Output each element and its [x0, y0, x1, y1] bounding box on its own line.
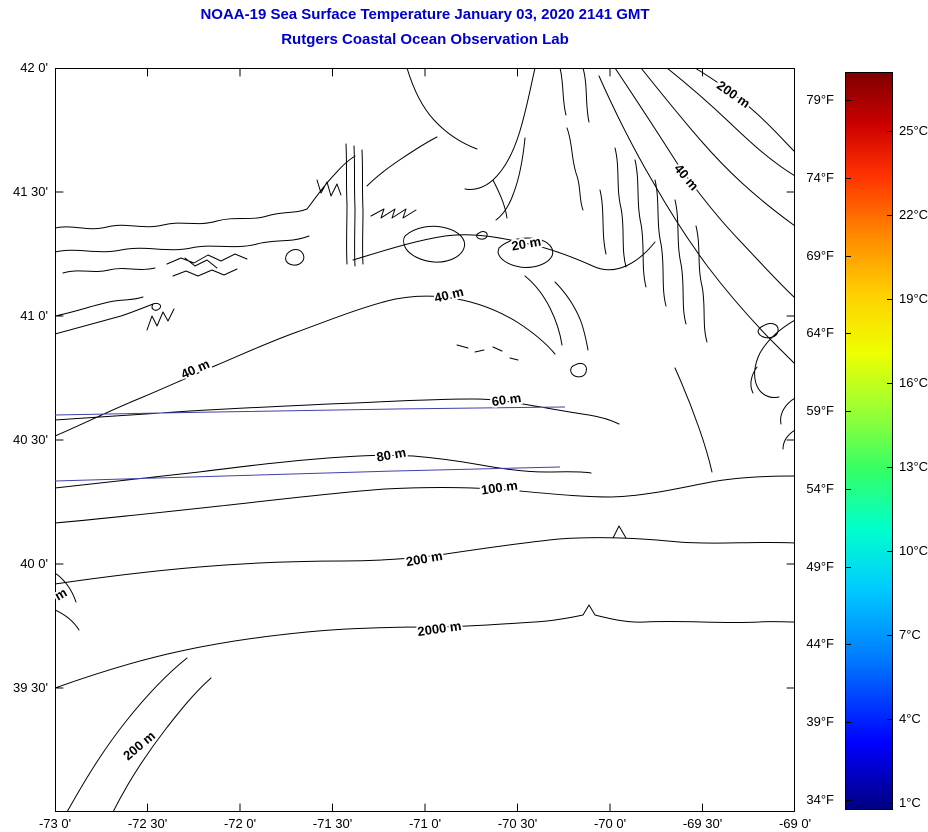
contour-labels-group: 200 m 40 m 20 m 40 m 40 m 60 m 80 m 100 m 200 m 2… — [55, 76, 755, 766]
colorbar-fahrenheit-label: 69°F — [806, 247, 834, 263]
contour-label-40m: 40 m — [671, 161, 702, 193]
x-tick-label: -69 30' — [682, 816, 723, 831]
contour-label-80m: 80 m — [375, 445, 407, 465]
y-tick-label: 40 0' — [20, 556, 48, 571]
contour-label-40m: 40 m — [179, 356, 212, 382]
y-tick-label: 41 30' — [12, 184, 48, 199]
transect-line-south — [55, 466, 561, 482]
hudson-canyon-contours — [55, 572, 212, 812]
colorbar-fahrenheit-label: 39°F — [806, 714, 834, 730]
colorbar-tick-left — [846, 411, 851, 413]
colorbar-tick-left — [846, 100, 851, 101]
contour-40m-line — [55, 295, 556, 437]
colorbar-tick-right — [887, 467, 892, 468]
colorbar-celsius-label: 7°C — [899, 627, 921, 642]
contour-label-20m: 20 m — [510, 234, 542, 254]
contour-60m-line — [55, 398, 620, 425]
figure-title: NOAA-19 Sea Surface Temperature January … — [200, 6, 650, 23]
colorbar-tick-right — [887, 803, 892, 804]
x-tick-label: -70 0' — [593, 816, 627, 831]
map-plot-area: 200 m 40 m 20 m 40 m 40 m 60 m 80 m 100 m 200 m 2… — [55, 68, 795, 812]
colorbar-tick-left — [846, 566, 851, 568]
contour-100m-line — [55, 475, 795, 524]
axis-ticks — [55, 68, 795, 812]
georges-bank-sweep-contours — [598, 68, 795, 365]
contour-label-200m: 200 m — [405, 548, 444, 569]
y-tick-label: 41 0' — [20, 308, 48, 323]
contour-20m-line — [352, 234, 656, 271]
colorbar-tick-right — [887, 215, 892, 216]
y-tick-label: 39 30' — [12, 680, 48, 695]
temperature-colorbar — [845, 72, 893, 810]
colorbar-celsius-label: 16°C — [899, 375, 928, 390]
georges-bank-detail-contours — [599, 147, 795, 473]
colorbar-fahrenheit-label: 74°F — [806, 169, 834, 185]
colorbar-tick-right — [887, 635, 892, 636]
x-tick-label: -69 0' — [778, 816, 812, 831]
coastline-rhode-island — [306, 136, 438, 267]
contour-200m-line — [55, 525, 795, 585]
colorbar-celsius-label: 4°C — [899, 711, 921, 726]
colorbar-tick-left — [846, 800, 851, 802]
nantucket-shoals-contours — [456, 275, 589, 378]
map-linework — [55, 68, 795, 812]
contour-label-40m: 40 m — [433, 284, 465, 306]
colorbar-fahrenheit-label: 64°F — [806, 325, 834, 341]
colorbar-tick-right — [887, 299, 892, 300]
colorbar-celsius-label: 1°C — [899, 795, 921, 810]
contour-80m-line — [55, 454, 592, 489]
x-tick-label: -71 0' — [408, 816, 442, 831]
contour-label-100m: 100 m — [480, 478, 519, 498]
transect-line-north — [55, 406, 566, 416]
colorbar-tick-left — [846, 722, 851, 724]
colorbar-fahrenheit-label: 44°F — [806, 636, 834, 652]
y-tick-label: 42 0' — [20, 60, 48, 75]
contour-label-200m: 200 m — [120, 728, 158, 763]
colorbar-tick-left — [846, 255, 851, 257]
contour-label-2000m: 2000 m — [416, 618, 462, 639]
colorbar-tick-right — [887, 131, 892, 132]
colorbar-fahrenheit-label: 34°F — [806, 792, 834, 808]
x-tick-label: -72 30' — [127, 816, 168, 831]
colorbar-celsius-label: 13°C — [899, 459, 928, 474]
colorbar-tick-left — [846, 333, 851, 335]
colorbar-fahrenheit-label: 54°F — [806, 480, 834, 496]
figure-subtitle: Rutgers Coastal Ocean Observation Lab — [281, 31, 569, 48]
contour-label-m: m — [55, 585, 70, 604]
colorbar-tick-left — [846, 488, 851, 490]
x-tick-label: -70 30' — [497, 816, 538, 831]
colorbar-celsius-label: 22°C — [899, 207, 928, 222]
colorbar-celsius-label: 25°C — [899, 123, 928, 138]
colorbar-celsius-label: 10°C — [899, 543, 928, 558]
colorbar-fahrenheit-label: 49°F — [806, 558, 834, 574]
y-tick-label: 40 30' — [12, 432, 48, 447]
colorbar-tick-right — [887, 551, 892, 552]
contour-2000m-line — [55, 604, 795, 689]
colorbar-tick-right — [887, 719, 892, 720]
x-tick-label: -71 30' — [312, 816, 353, 831]
contour-label-200m: 200 m — [714, 78, 753, 111]
colorbar-celsius-label: 19°C — [899, 291, 928, 306]
colorbar-tick-left — [846, 177, 851, 179]
colorbar-tick-right — [887, 383, 892, 384]
contour-label-60m: 60 m — [491, 390, 522, 409]
coastline-cape-cod — [406, 68, 590, 221]
coastline-islands — [285, 225, 554, 268]
colorbar-tick-left — [846, 644, 851, 646]
x-tick-label: -72 0' — [223, 816, 257, 831]
map-canvas: 200 m 40 m 20 m 40 m 40 m 60 m 80 m 100 m 200 m 2… — [55, 68, 795, 812]
transect-lines — [55, 406, 566, 482]
x-tick-label: -73 0' — [38, 816, 72, 831]
colorbar-fahrenheit-label: 59°F — [806, 403, 834, 419]
coastline-connecticut — [55, 208, 310, 335]
colorbar-fahrenheit-label: 79°F — [806, 92, 834, 107]
